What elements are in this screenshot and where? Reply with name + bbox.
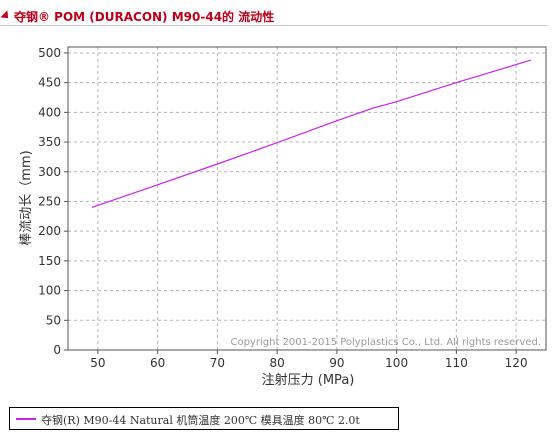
x-tick-label: 110 xyxy=(445,356,468,370)
y-tick-label: 150 xyxy=(38,254,61,268)
x-tick-label: 70 xyxy=(210,356,225,370)
legend: 夺钢(R) M90-44 Natural 机筒温度 200℃ 模具温度 80℃ … xyxy=(9,407,399,430)
series xyxy=(91,59,532,208)
title-divider xyxy=(0,25,548,26)
x-tick-label: 100 xyxy=(385,356,408,370)
y-tick-label: 200 xyxy=(38,224,61,238)
y-tick-label: 50 xyxy=(46,313,61,327)
x-tick-label: 50 xyxy=(90,356,105,370)
grid xyxy=(68,47,546,351)
x-axis-label: 注射压力 (MPa) xyxy=(262,372,355,388)
copyright-note: Copyright 2001-2015 Polyplastics Co., Lt… xyxy=(231,337,542,348)
series-line xyxy=(91,59,532,208)
y-tick-label: 250 xyxy=(38,194,61,208)
x-tick-label: 80 xyxy=(269,356,284,370)
legend-swatch xyxy=(16,418,36,420)
y-axis-label: 棒流动长（mm) xyxy=(19,150,34,245)
axis-ticks: 50 60 70 80 90 100 110 120 0 50 100 150 200 250 300 350… xyxy=(38,46,527,370)
x-tick-label: 90 xyxy=(329,356,344,370)
y-tick-label: 500 xyxy=(38,46,61,60)
y-tick-label: 0 xyxy=(53,343,61,357)
y-tick-label: 300 xyxy=(38,165,61,179)
y-tick-label: 350 xyxy=(38,135,61,149)
y-tick-label: 400 xyxy=(38,105,61,119)
title-bar: 夺钢® POM (DURACON) M90-44的 流动性 xyxy=(0,0,560,26)
x-tick-label: 120 xyxy=(505,356,528,370)
page-title: 夺钢® POM (DURACON) M90-44的 流动性 xyxy=(14,10,275,24)
y-tick-label: 450 xyxy=(38,76,61,90)
x-tick-label: 60 xyxy=(150,356,165,370)
plot-frame xyxy=(67,46,547,351)
legend-label: 夺钢(R) M90-44 Natural 机筒温度 200℃ 模具温度 80℃ … xyxy=(41,414,360,427)
y-tick-label: 100 xyxy=(38,284,61,298)
